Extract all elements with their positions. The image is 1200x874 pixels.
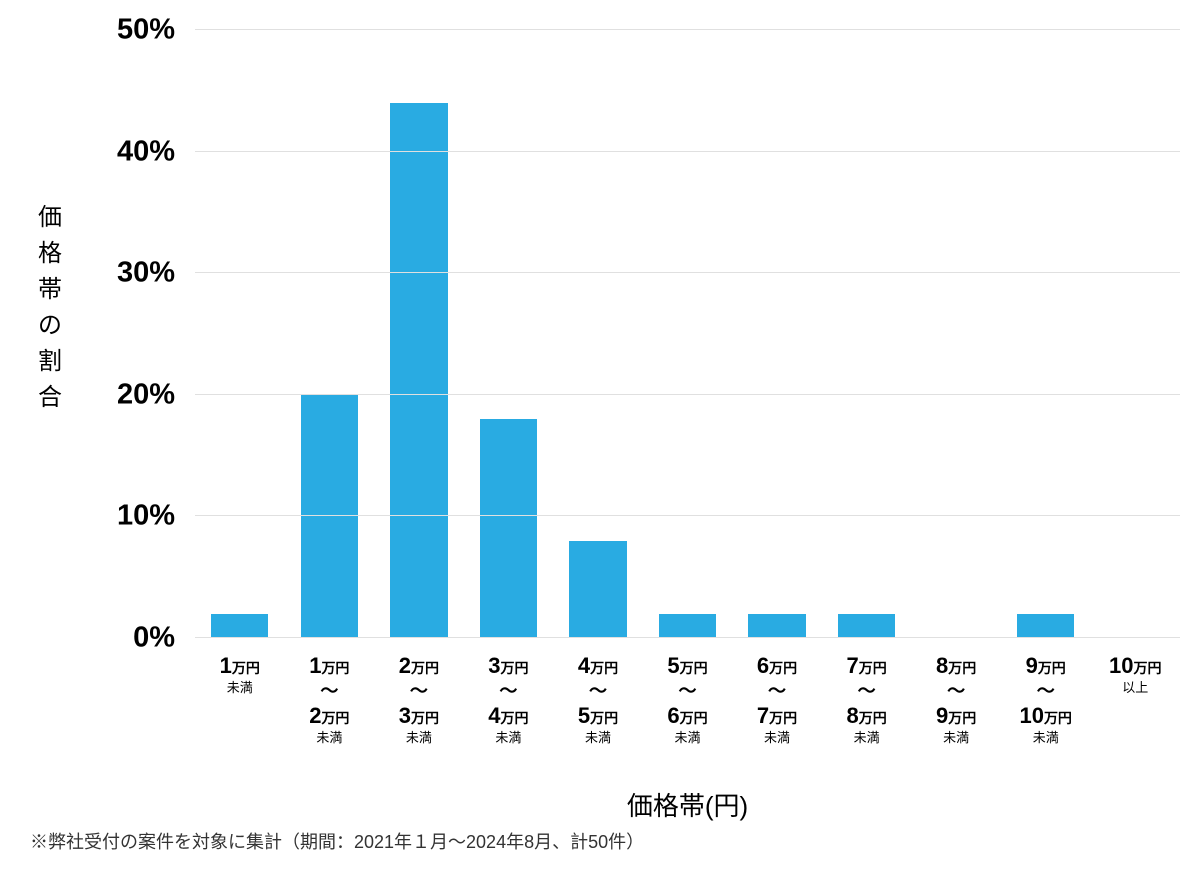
bar-slot — [732, 30, 822, 638]
plot-area: 0%10%20%30%40%50% 1万円未満1万円〜2万円未満2万円〜3万円未… — [195, 20, 1180, 640]
bar — [301, 395, 358, 638]
bar-slot — [464, 30, 554, 638]
x-tick-label: 3万円〜4万円未満 — [464, 652, 554, 746]
y-axis-title: 価格帯の割合 — [30, 200, 70, 416]
bar — [480, 419, 537, 638]
bar-slot — [1001, 30, 1091, 638]
y-tick-label: 30% — [117, 257, 175, 290]
bar-slot — [195, 30, 285, 638]
y-tick-label: 20% — [117, 378, 175, 411]
footnote: ※弊社受付の案件を対象に集計（期間：2021年１月〜2024年8月、計50件） — [30, 828, 644, 854]
bar-slot — [822, 30, 912, 638]
bar — [569, 541, 626, 638]
y-tick-label: 50% — [117, 14, 175, 47]
x-tick-label: 1万円〜2万円未満 — [285, 652, 375, 746]
x-tick-label: 8万円〜9万円未満 — [911, 652, 1001, 746]
x-tick-label: 10万円以上 — [1090, 652, 1180, 746]
y-tick-label: 10% — [117, 500, 175, 533]
bar — [838, 614, 895, 638]
bar — [748, 614, 805, 638]
y-tick-label: 40% — [117, 135, 175, 168]
bar-slot — [1090, 30, 1180, 638]
bar — [659, 614, 716, 638]
gridline — [195, 515, 1180, 516]
x-tick-label: 2万円〜3万円未満 — [374, 652, 464, 746]
gridline — [195, 29, 1180, 30]
gridline — [195, 151, 1180, 152]
x-tick-label: 5万円〜6万円未満 — [643, 652, 733, 746]
bar-slot — [643, 30, 733, 638]
y-tick-label: 0% — [133, 622, 175, 655]
gridline — [195, 272, 1180, 273]
bar — [1017, 614, 1074, 638]
bars-container — [195, 30, 1180, 638]
x-axis-title: 価格帯(円) — [195, 786, 1180, 823]
bar-slot — [285, 30, 375, 638]
bar — [211, 614, 268, 638]
bar — [390, 103, 447, 638]
bar-slot — [911, 30, 1001, 638]
grid-region: 0%10%20%30%40%50% — [195, 30, 1180, 638]
bar-slot — [374, 30, 464, 638]
x-tick-label: 7万円〜8万円未満 — [822, 652, 912, 746]
x-tick-label: 4万円〜5万円未満 — [553, 652, 643, 746]
price-distribution-chart: 価格帯の割合 0%10%20%30%40%50% 1万円未満1万円〜2万円未満2… — [30, 20, 1170, 780]
x-tick-label: 6万円〜7万円未満 — [732, 652, 822, 746]
x-tick-label: 1万円未満 — [195, 652, 285, 746]
x-tick-label: 9万円〜10万円未満 — [1001, 652, 1091, 746]
gridline — [195, 637, 1180, 638]
gridline — [195, 394, 1180, 395]
x-axis-labels: 1万円未満1万円〜2万円未満2万円〜3万円未満3万円〜4万円未満4万円〜5万円未… — [195, 652, 1180, 746]
bar-slot — [553, 30, 643, 638]
